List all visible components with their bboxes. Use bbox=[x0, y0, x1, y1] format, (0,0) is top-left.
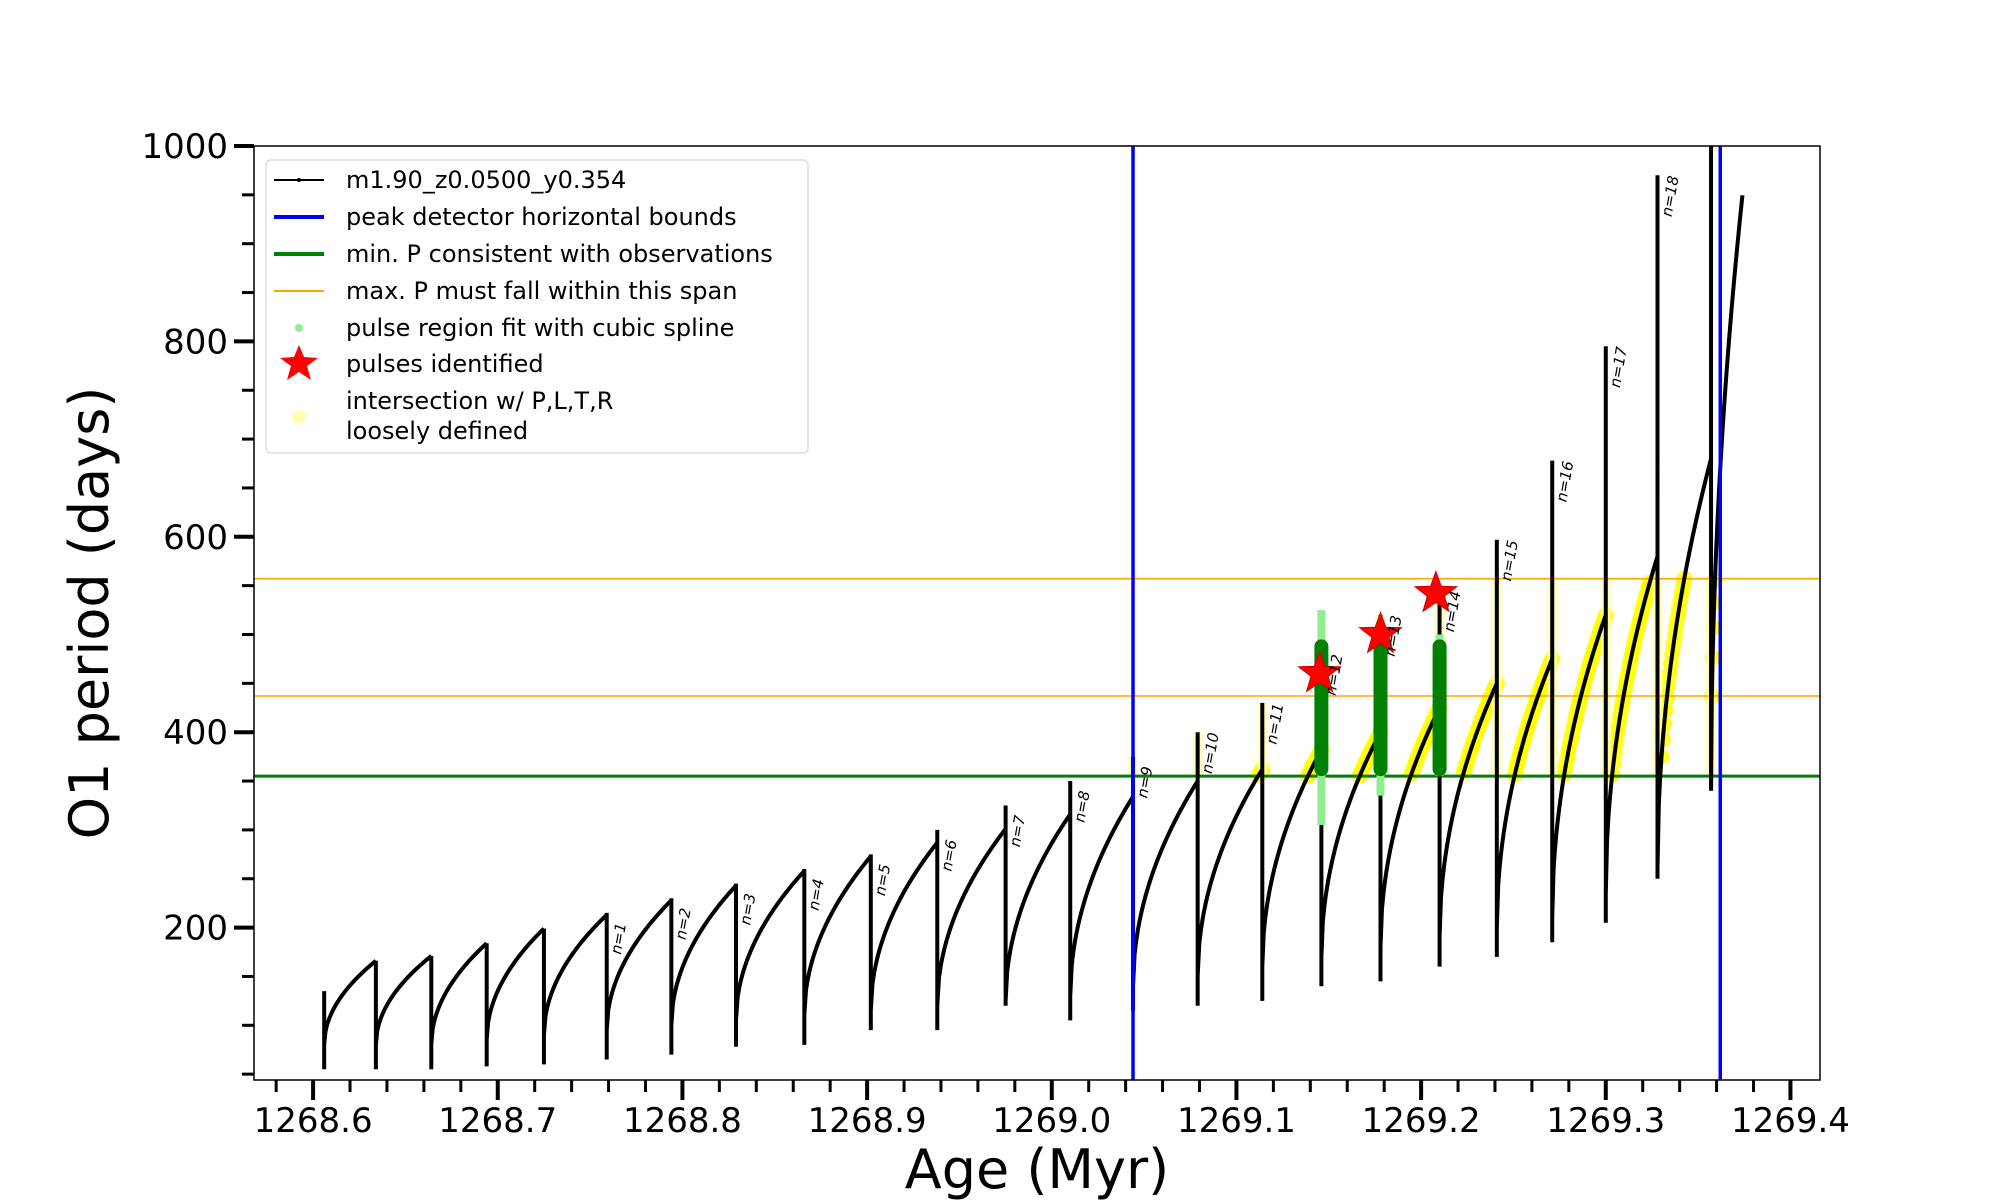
x-axis-label: Age (Myr) bbox=[905, 1138, 1170, 1200]
model-cycle-curve bbox=[1655, 175, 1713, 879]
model-cycle-curve bbox=[1319, 654, 1383, 987]
legend-label-intersection: intersection w/ P,L,T,R bbox=[346, 387, 613, 415]
legend-label-spline: pulse region fit with cubic spline bbox=[346, 314, 734, 342]
model-cycle-curve bbox=[1195, 732, 1264, 1006]
model-cycle-curve bbox=[1550, 460, 1608, 943]
x-tick-label: 1268.8 bbox=[623, 1101, 742, 1141]
pulse-region bbox=[1373, 639, 1388, 777]
legend-dot-spline bbox=[295, 324, 303, 332]
y-axis-label: O1 period (days) bbox=[58, 387, 121, 840]
model-cycle-curve bbox=[484, 927, 546, 1067]
pulse-label: n=17 bbox=[1606, 345, 1631, 389]
legend-box bbox=[265, 159, 809, 454]
legend: m1.90_z0.0500_y0.354 peak detector horiz… bbox=[265, 159, 809, 454]
y-tick-label: 800 bbox=[163, 322, 228, 362]
pulse-identified-star bbox=[1297, 650, 1342, 693]
x-tick-label: 1268.9 bbox=[808, 1101, 927, 1141]
legend-label-peak-bounds: peak detector horizontal bounds bbox=[346, 203, 737, 231]
y-tick-label: 1000 bbox=[141, 127, 228, 167]
legend-label-intersection-2: loosely defined bbox=[346, 417, 528, 445]
pulse-label: n=7 bbox=[1006, 813, 1029, 848]
model-cycle-curve bbox=[1003, 805, 1072, 1006]
x-tick-label: 1268.6 bbox=[254, 1101, 373, 1141]
model-cycle-curve bbox=[429, 941, 489, 1070]
model-cycle-curve bbox=[935, 827, 1008, 1031]
model-cycle-curve bbox=[802, 854, 873, 1045]
legend-star-icon bbox=[280, 345, 318, 380]
pulse-label: n=6 bbox=[937, 838, 960, 872]
model-cycle-curve bbox=[1437, 590, 1499, 967]
x-tick-label: 1269.4 bbox=[1731, 1101, 1850, 1141]
model-cycle-curve bbox=[733, 869, 806, 1047]
plot-frame bbox=[253, 145, 1821, 1081]
pulse-label: n=8 bbox=[1070, 789, 1093, 823]
model-cycle-curve bbox=[1068, 781, 1135, 1021]
model-cycle-curve bbox=[1603, 346, 1660, 923]
legend-label-pulses: pulses identified bbox=[346, 350, 544, 378]
data-layer: n=1 n=2 n=3 n=4 n=5n=6n=7n=8n=9n=10n=11n=12n… bbox=[254, 146, 1820, 1080]
legend-label-max-p: max. P must fall within this span bbox=[346, 277, 737, 305]
pulse-label: n=1 bbox=[607, 921, 630, 955]
pulse-label: n=15 bbox=[1497, 539, 1522, 583]
y-tick-label: 400 bbox=[163, 713, 228, 753]
model-cycle-curve bbox=[541, 913, 609, 1065]
pulse-region bbox=[1432, 639, 1447, 777]
model-cycle-curve bbox=[868, 841, 939, 1031]
model-cycle-curve bbox=[604, 898, 673, 1060]
pulse-label: n=5 bbox=[871, 863, 894, 897]
pulse-label: n=4 bbox=[805, 877, 828, 911]
model-cycle-curve bbox=[1494, 539, 1555, 957]
legend-label-min-p: min. P consistent with observations bbox=[346, 240, 773, 268]
pulse-label: n=16 bbox=[1552, 460, 1577, 504]
legend-label-model: m1.90_z0.0500_y0.354 bbox=[346, 166, 626, 194]
pulse-identified-star bbox=[1413, 570, 1459, 613]
pulse-label: n=18 bbox=[1658, 174, 1683, 218]
model-cycle-curve bbox=[1131, 756, 1200, 1011]
pulse-label: n=2 bbox=[672, 907, 695, 941]
pulse-label: n=3 bbox=[736, 892, 759, 926]
pulse-label: n=9 bbox=[1133, 765, 1156, 799]
x-tick-label: 1269.3 bbox=[1546, 1101, 1665, 1141]
legend-dot-model bbox=[297, 178, 301, 182]
model-cycle-curve bbox=[1260, 702, 1324, 1001]
model-cycle-curve bbox=[373, 954, 433, 1070]
legend-circle-intersection bbox=[292, 410, 306, 424]
axes: 1268.6 1268.7 1268.8 1268.9 1269.0 1269.1 1269… bbox=[141, 127, 1849, 1141]
x-tick-label: 1269.2 bbox=[1362, 1101, 1481, 1141]
model-cycle-curve bbox=[1709, 146, 1745, 791]
x-tick-label: 1269.1 bbox=[1177, 1101, 1296, 1141]
y-tick-label: 600 bbox=[163, 518, 228, 558]
x-tick-label: 1269.0 bbox=[992, 1101, 1111, 1141]
y-tick-label: 200 bbox=[163, 909, 228, 949]
model-cycle-curve bbox=[1378, 614, 1442, 982]
pulse-identified-star bbox=[1358, 611, 1403, 654]
model-cycle-curve bbox=[322, 959, 378, 1070]
model-cycle-curve bbox=[669, 884, 738, 1055]
x-tick-label: 1268.7 bbox=[438, 1101, 557, 1141]
